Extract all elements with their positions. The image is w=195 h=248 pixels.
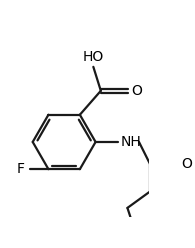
Text: O: O <box>181 157 192 171</box>
Text: F: F <box>17 162 25 176</box>
Text: O: O <box>131 84 142 98</box>
Text: HO: HO <box>83 50 104 64</box>
Text: NH: NH <box>120 135 141 149</box>
